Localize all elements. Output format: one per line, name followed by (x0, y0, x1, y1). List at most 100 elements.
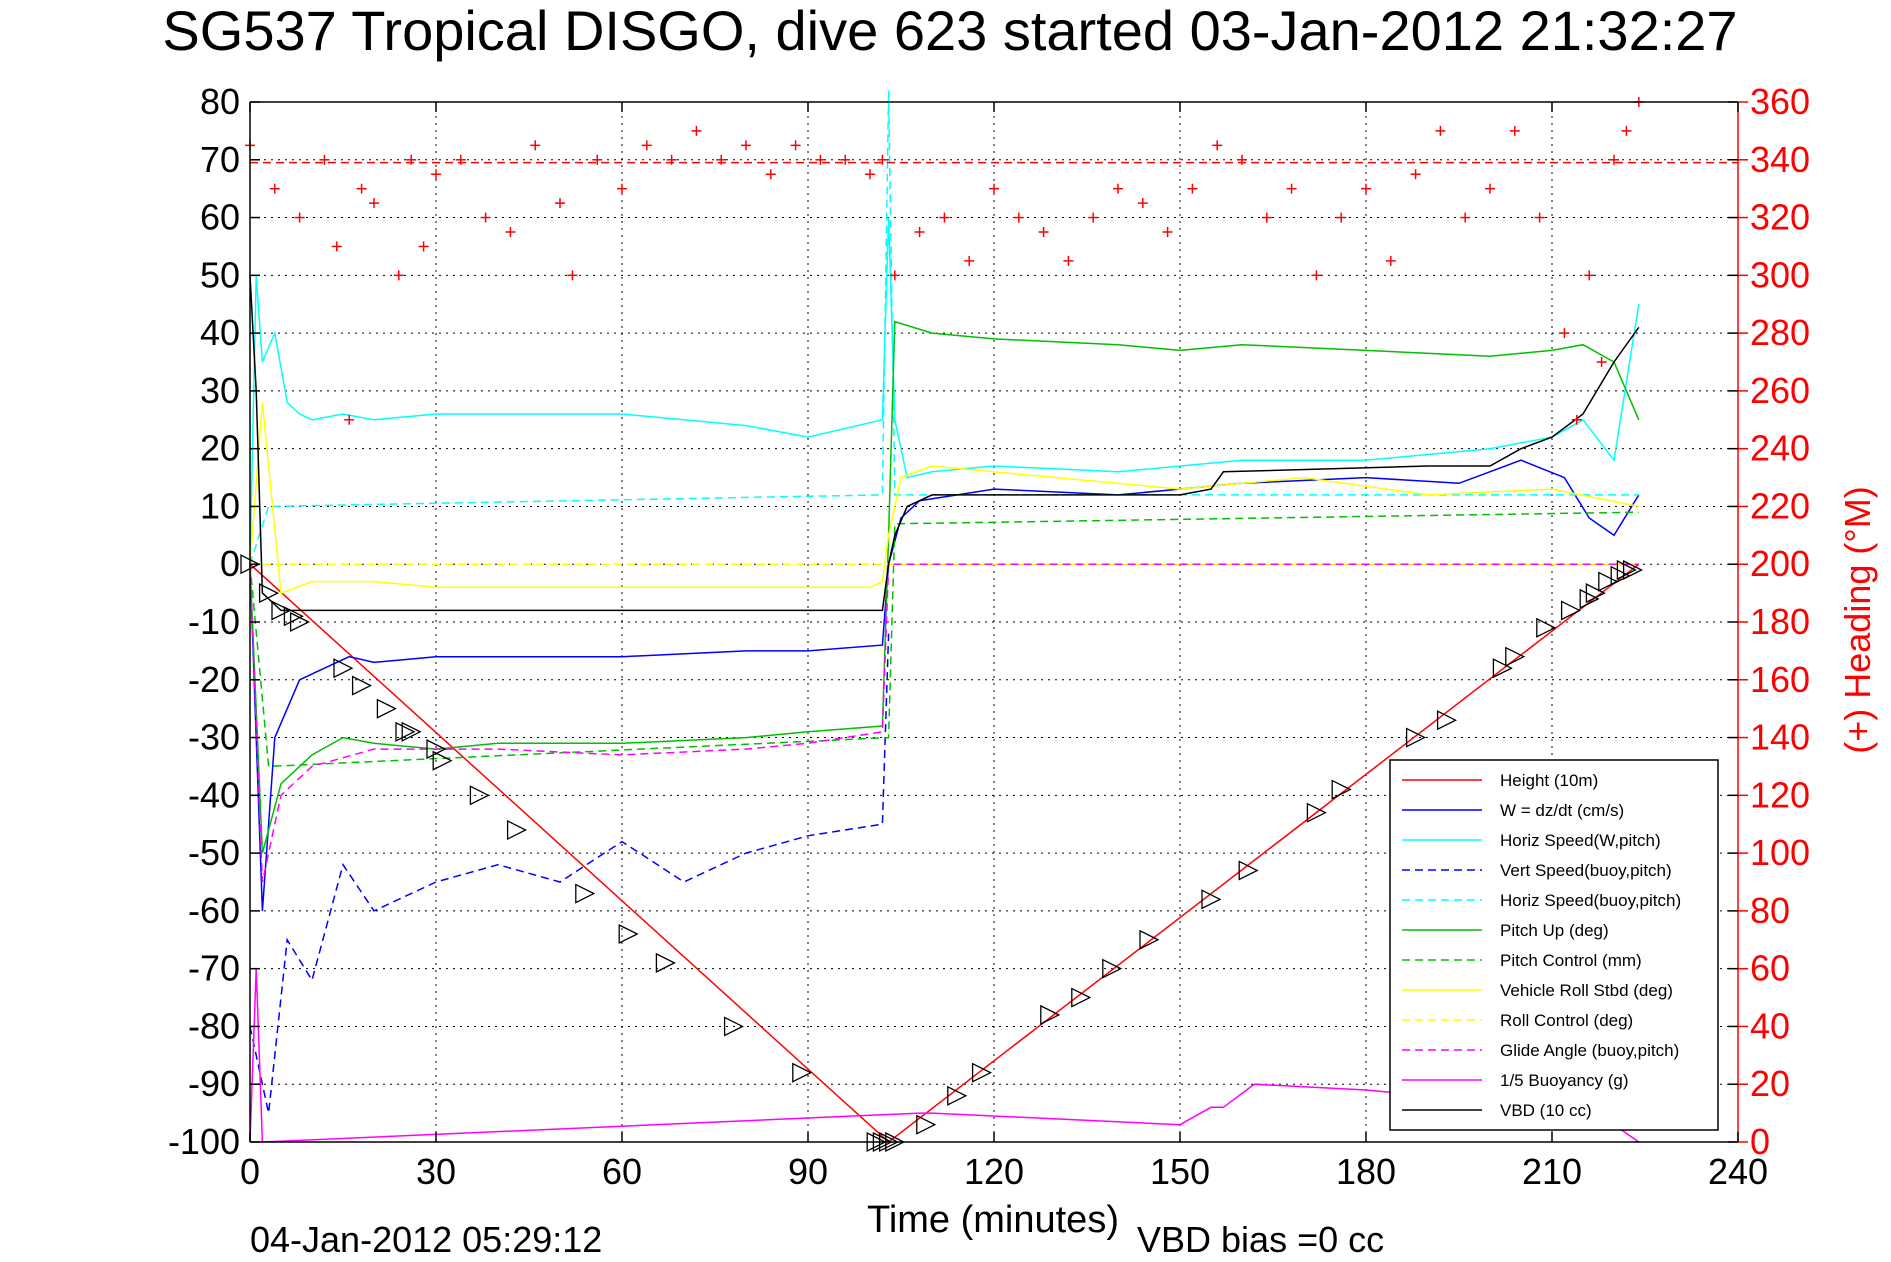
dive-marker (723, 1016, 745, 1037)
heading-point (889, 270, 900, 281)
heading-point (964, 255, 975, 266)
heading-point (865, 169, 875, 180)
heading-scatter (245, 97, 1738, 425)
heading-point (1286, 183, 1297, 194)
heading-point (1311, 270, 1322, 281)
heading-point (269, 183, 280, 194)
dive-marker (618, 923, 639, 945)
heading-point (666, 154, 677, 165)
legend-entry-label: Pitch Control (mm) (1500, 951, 1642, 970)
series-layer (249, 90, 1640, 1143)
dive-marker (947, 1085, 968, 1106)
y-tick-label: -30 (188, 717, 240, 758)
dive-marker (971, 1062, 993, 1083)
dive-marker (1331, 779, 1352, 800)
dive-marker (1622, 559, 1644, 581)
heading-point (530, 140, 541, 151)
y-right-tick-label: 300 (1750, 254, 1810, 295)
y-right-tick-label: 60 (1750, 948, 1790, 989)
heading-point (1063, 255, 1074, 266)
dive-marker (916, 1114, 937, 1135)
legend-entry-label: Vert Speed(buoy,pitch) (1500, 861, 1672, 880)
heading-point (344, 414, 355, 425)
heading-point (1509, 125, 1520, 136)
heading-point (1038, 227, 1049, 237)
heading-point (567, 270, 578, 281)
dive-marker (271, 600, 292, 621)
y-right-tick-label: 40 (1750, 1005, 1790, 1046)
legend-entry-label: Roll Control (deg) (1500, 1011, 1633, 1030)
y-right-tick-label: 260 (1750, 370, 1810, 411)
heading-point (1410, 169, 1421, 180)
footer-timestamp: 04-Jan-2012 05:29:12 (250, 1219, 602, 1260)
heading-point (877, 154, 888, 165)
y-tick-label: 10 (200, 485, 240, 526)
dive-marker (1040, 1004, 1061, 1025)
heading-point (1013, 212, 1024, 223)
legend-entry-label: Pitch Up (deg) (1500, 921, 1609, 940)
dive-marker (1610, 565, 1631, 586)
heading-point (741, 140, 751, 151)
dive-marker (1306, 802, 1327, 823)
series-line-4 (249, 90, 1639, 565)
dive-marker (1405, 727, 1427, 748)
heading-point (431, 169, 441, 180)
dive-marker (401, 721, 422, 742)
heading-point (455, 154, 466, 165)
y-tick-label: -90 (188, 1063, 240, 1104)
dive-marker (333, 658, 354, 679)
dive-marker (1579, 588, 1600, 609)
heading-point (765, 169, 776, 180)
heading-point (617, 183, 627, 194)
dive-marker (1238, 860, 1259, 881)
y-tick-label: -40 (188, 774, 240, 815)
x-tick-label: 240 (1708, 1151, 1768, 1192)
legend-box (1389, 759, 1719, 1131)
y-right-tick-label: 180 (1750, 601, 1810, 642)
dive-marker (1616, 559, 1637, 581)
y-right-tick-label: 340 (1750, 139, 1810, 180)
dive-marker (351, 675, 373, 696)
y-axis-right-ticks: 3603403203002802602402202001801601401201… (1738, 81, 1810, 1162)
dive-marker (1492, 658, 1513, 679)
heading-point (319, 154, 330, 165)
dive-marker (575, 883, 596, 904)
heading-point (294, 212, 305, 223)
y-right-tick-label: 220 (1750, 485, 1810, 526)
heading-point (393, 270, 404, 281)
heading-point (1336, 212, 1347, 223)
y-right-tick-label: 0 (1750, 1121, 1770, 1162)
heading-point (369, 198, 379, 209)
heading-point (1596, 357, 1607, 367)
heading-point (815, 154, 826, 165)
y-tick-label: -100 (168, 1121, 240, 1162)
y-right-tick-label: 80 (1750, 890, 1790, 931)
series-line-7 (249, 402, 1639, 595)
legend-entry-label: VBD (10 cc) (1500, 1101, 1592, 1120)
series-line-6 (249, 511, 1639, 768)
y-tick-label: 60 (200, 197, 240, 238)
dive-marker (283, 606, 304, 627)
y-right-tick-label: 160 (1750, 659, 1810, 700)
heading-point (1435, 125, 1446, 136)
y-axis-left-ticks: 80 70 60 50 40 30 20 10 0 -10 -20 -30 -40 -50 -60 -70 -8… (168, 81, 1738, 1162)
y-right-tick-label: 320 (1750, 197, 1810, 238)
y-tick-label: -70 (188, 948, 240, 989)
y-axis-right-label: (+) Heading (°M) (1837, 486, 1878, 753)
heading-point (505, 227, 516, 237)
y-tick-label: 70 (200, 139, 240, 180)
y-tick-label: 20 (200, 428, 240, 469)
dive-marker (432, 750, 453, 771)
series-line-3 (249, 633, 890, 1114)
x-tick-label: 30 (416, 1151, 456, 1192)
y-tick-label: -80 (188, 1005, 240, 1046)
dive-marker (506, 819, 528, 841)
dive-marker (1071, 987, 1092, 1008)
dive-marker (1139, 929, 1160, 950)
chart-title: SG537 Tropical DISGO, dive 623 started 0… (162, 0, 1737, 62)
legend-entry-label: Vehicle Roll Stbd (deg) (1500, 981, 1673, 1000)
dive-marker (1598, 571, 1619, 592)
heading-point (1559, 328, 1570, 339)
dive-marker (469, 785, 490, 806)
legend-entry-label: W = dz/dt (cm/s) (1500, 801, 1624, 820)
